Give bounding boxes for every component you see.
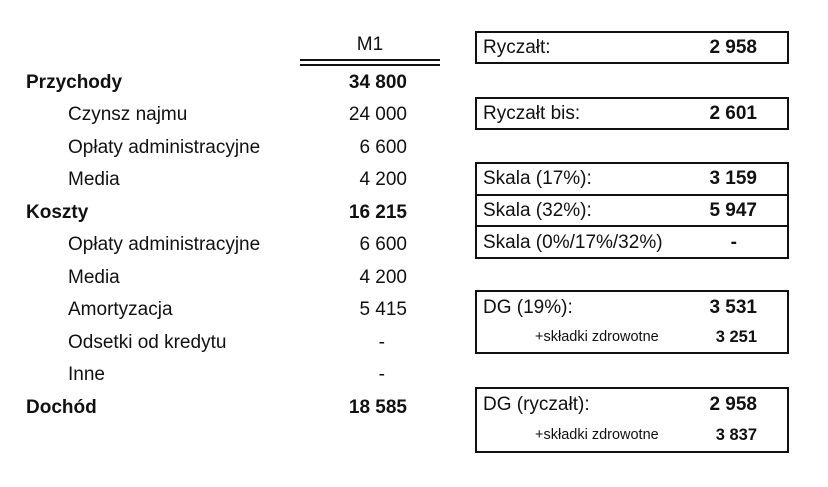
row-label: Odsetki od kredytu xyxy=(68,331,227,353)
row-label: Opłaty administracyjne xyxy=(68,234,261,256)
tax-box-dg-19: DG (19%): 3 531 +składki zdrowotne 3 251 xyxy=(475,290,789,354)
row-label: Media xyxy=(68,266,120,288)
row-label: Czynsz najmu xyxy=(68,104,188,126)
table-row: Czynsz najmu 24 000 xyxy=(26,99,440,132)
profit-loss-table: M1 Przychody 34 800 Czynsz najmu 24 000 … xyxy=(26,30,440,424)
row-label: Przychody xyxy=(26,71,123,93)
table-row: Media 4 200 xyxy=(26,164,440,197)
row-value: 24 000 xyxy=(348,104,407,126)
tax-box-label: +składki zdrowotne xyxy=(535,328,659,345)
tax-box-label: DG (ryczałt): xyxy=(483,394,590,415)
tax-box-label: DG (19%): xyxy=(483,296,573,318)
tax-box-label: Skala (32%): xyxy=(483,200,592,221)
row-value: 4 200 xyxy=(359,266,407,288)
row-label: Opłaty administracyjne xyxy=(68,136,261,158)
row-value: - xyxy=(378,364,385,386)
row-label: Amortyzacja xyxy=(68,299,173,321)
row-label: Media xyxy=(68,169,120,191)
table-row: Amortyzacja 5 415 xyxy=(26,294,440,327)
table-row: Odsetki od kredytu - xyxy=(26,326,440,359)
row-value: 16 215 xyxy=(348,201,407,223)
row-label: Koszty xyxy=(26,201,89,223)
tax-box-ryczalt: Ryczałt: 2 958 xyxy=(475,31,789,64)
table-rows: Przychody 34 800 Czynsz najmu 24 000 Opł… xyxy=(26,66,440,424)
tax-box-label: Skala (0%/17%/32%) xyxy=(483,231,663,253)
tax-box-value: 3 251 xyxy=(715,327,757,346)
row-value: 18 585 xyxy=(348,396,407,418)
row-value: 5 415 xyxy=(359,299,407,321)
tax-box-row: Skala (32%): 5 947 xyxy=(477,193,787,226)
tax-box-row: Ryczałt: 2 958 xyxy=(477,33,787,62)
table-row: Opłaty administracyjne 6 600 xyxy=(26,229,440,262)
row-value: 6 600 xyxy=(359,136,407,158)
tax-box-label: +składki zdrowotne xyxy=(535,427,659,444)
tax-box-label: Skala (17%): xyxy=(483,168,592,190)
column-header-m1: M1 xyxy=(300,30,440,66)
tax-box-value: 5 947 xyxy=(709,200,757,221)
tax-box-label: Ryczałt: xyxy=(483,37,551,58)
tax-boxes-panel: Ryczałt: 2 958 Ryczałt bis: 2 601 Skala … xyxy=(475,0,789,487)
tax-box-value: - xyxy=(730,231,737,253)
row-value: 6 600 xyxy=(359,234,407,256)
tax-box-value: 2 958 xyxy=(709,394,757,415)
table-row: Media 4 200 xyxy=(26,261,440,294)
row-label: Dochód xyxy=(26,396,97,418)
row-value: 4 200 xyxy=(359,169,407,191)
tax-box-value: 3 531 xyxy=(709,296,757,318)
table-row: Koszty 16 215 xyxy=(26,196,440,229)
tax-box-row: DG (19%): 3 531 xyxy=(477,292,787,322)
table-row: Dochód 18 585 xyxy=(26,391,440,424)
table-row: Opłaty administracyjne 6 600 xyxy=(26,131,440,164)
tax-box-value: 2 958 xyxy=(709,37,757,58)
table-row: Przychody 34 800 xyxy=(26,66,440,99)
tax-box-row: +składki zdrowotne 3 837 xyxy=(477,420,787,451)
tax-box-value: 3 837 xyxy=(715,426,757,445)
tax-box-value: 2 601 xyxy=(709,103,757,124)
tax-box-ryczalt-bis: Ryczałt bis: 2 601 xyxy=(475,97,789,130)
tax-box-row: +składki zdrowotne 3 251 xyxy=(477,322,787,352)
tax-box-dg-ryczalt: DG (ryczałt): 2 958 +składki zdrowotne 3… xyxy=(475,387,789,453)
row-value: 34 800 xyxy=(348,71,407,93)
tax-box-row: Skala (0%/17%/32%) - xyxy=(477,225,787,257)
table-row: Inne - xyxy=(26,359,440,392)
row-value: - xyxy=(378,331,385,353)
tax-box-row: Skala (17%): 3 159 xyxy=(477,164,787,194)
tax-box-row: Ryczałt bis: 2 601 xyxy=(477,99,787,128)
table-header-row: M1 xyxy=(26,30,440,66)
tax-box-row: DG (ryczałt): 2 958 xyxy=(477,389,787,420)
tax-box-label: Ryczałt bis: xyxy=(483,103,581,124)
tax-box-skala: Skala (17%): 3 159 Skala (32%): 5 947 Sk… xyxy=(475,162,789,259)
tax-box-value: 3 159 xyxy=(709,168,757,190)
row-label: Inne xyxy=(68,364,105,386)
